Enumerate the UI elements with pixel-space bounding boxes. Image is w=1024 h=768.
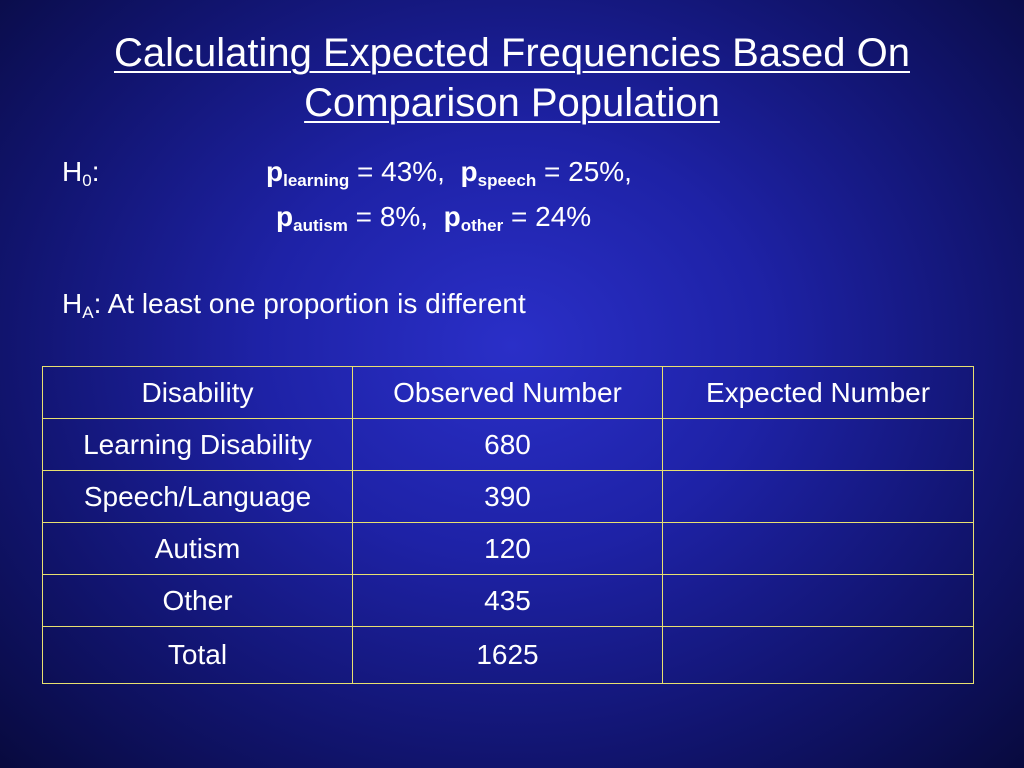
table-row: Learning Disability 680: [42, 418, 974, 471]
p-learning-symbol: p: [266, 156, 284, 187]
p-other-value: = 24%: [503, 201, 592, 232]
cell-disability: Speech/Language: [42, 470, 353, 523]
alternative-hypothesis: HA: At least one proportion is different: [62, 288, 526, 322]
p-autism-symbol: p: [276, 201, 294, 232]
cell-disability: Total: [42, 626, 353, 684]
cell-disability: Autism: [42, 522, 353, 575]
table-row: Speech/Language 390: [42, 470, 974, 523]
cell-expected: [662, 470, 974, 523]
null-hypothesis-line-1: plearning = 43%, pspeech = 25%,: [266, 156, 632, 190]
null-hypothesis-line-2: pautism = 8%, pother = 24%: [276, 201, 592, 235]
header-observed-number: Observed Number: [352, 366, 663, 419]
p-autism-value: = 8%,: [347, 201, 436, 232]
h0-subscript: 0: [82, 171, 92, 190]
ha-text: : At least one proportion is different: [93, 288, 526, 319]
slide-title: Calculating Expected Frequencies Based O…: [0, 28, 1024, 128]
cell-observed: 120: [352, 522, 663, 575]
p-speech-symbol: p: [460, 156, 478, 187]
h0-colon: :: [91, 156, 100, 187]
title-line-1: Calculating Expected Frequencies Based O…: [113, 31, 910, 75]
cell-expected: [662, 626, 974, 684]
p-learning-value: = 43%,: [349, 156, 453, 187]
null-hypothesis-label: H0:: [62, 156, 100, 190]
title-line-2: Comparison Population: [304, 81, 720, 125]
cell-disability: Learning Disability: [42, 418, 353, 471]
h0-base: H: [62, 156, 83, 187]
p-other-subscript: other: [460, 216, 504, 235]
p-speech-subscript: speech: [477, 171, 537, 190]
header-expected-number: Expected Number: [662, 366, 974, 419]
cell-observed: 435: [352, 574, 663, 627]
p-speech-value: = 25%,: [536, 156, 632, 187]
table-total-row: Total 1625: [42, 626, 974, 684]
cell-expected: [662, 522, 974, 575]
p-autism-subscript: autism: [293, 216, 348, 235]
table-row: Other 435: [42, 574, 974, 627]
cell-observed: 680: [352, 418, 663, 471]
table-header-row: Disability Observed Number Expected Numb…: [42, 366, 974, 419]
cell-expected: [662, 418, 974, 471]
table-row: Autism 120: [42, 522, 974, 575]
header-disability: Disability: [42, 366, 353, 419]
ha-base: H: [62, 288, 83, 319]
frequency-table: Disability Observed Number Expected Numb…: [42, 366, 974, 684]
ha-subscript: A: [82, 303, 94, 322]
p-learning-subscript: learning: [283, 171, 350, 190]
cell-disability: Other: [42, 574, 353, 627]
p-other-symbol: p: [443, 201, 461, 232]
cell-observed: 390: [352, 470, 663, 523]
cell-expected: [662, 574, 974, 627]
cell-observed: 1625: [352, 626, 663, 684]
